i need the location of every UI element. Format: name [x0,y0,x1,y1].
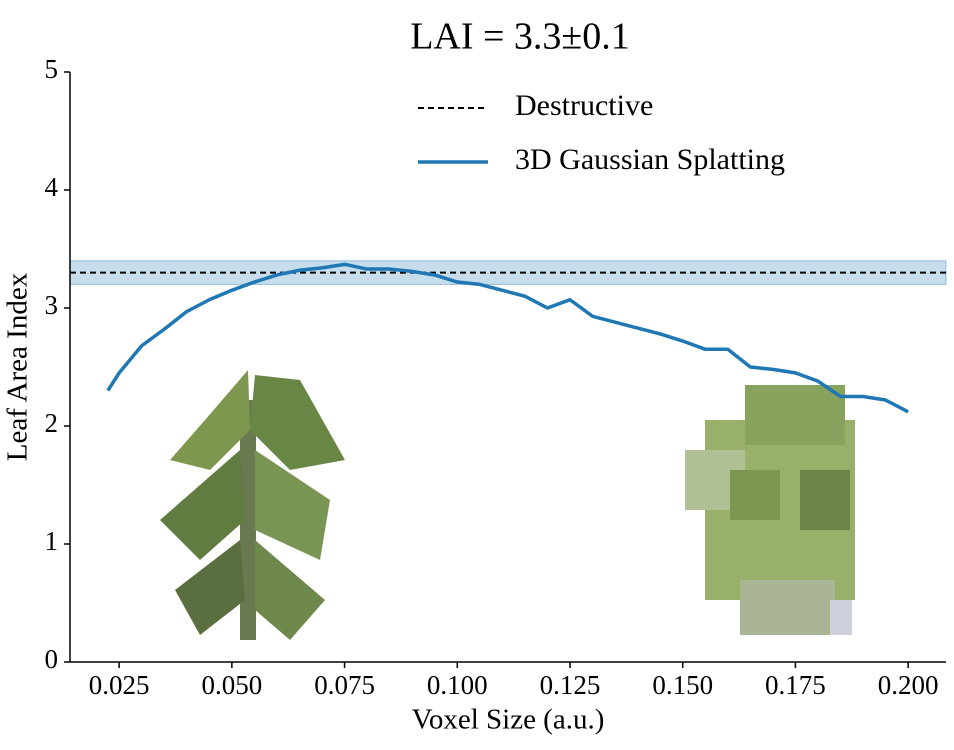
x-tick-label: 0.025 [89,670,150,700]
stem [240,400,256,640]
legend-label: Destructive [515,89,653,122]
y-axis-label: Leaf Area Index [2,272,34,461]
x-tick-label: 0.075 [314,670,375,700]
leaf [250,375,345,470]
legend-label: 3D Gaussian Splatting [515,143,785,176]
x-tick-label: 0.175 [765,670,826,700]
x-tick-label: 0.050 [201,670,262,700]
y-tick-label: 4 [45,172,59,202]
y-tick-label: 3 [45,290,59,320]
y-tick-label: 5 [45,54,59,84]
plant-images [160,370,855,640]
plant-left [160,370,345,640]
leaf [170,370,250,470]
x-axis-label: Voxel Size (a.u.) [412,704,605,736]
leaf [255,540,325,640]
leaf [255,450,330,560]
leaf [175,540,245,635]
y-tick-label: 2 [45,408,59,438]
y-tick-label: 1 [45,526,59,556]
voxel-block [730,470,780,520]
x-tick-label: 0.200 [878,670,939,700]
voxel-block [830,600,852,635]
x-tick-label: 0.125 [540,670,601,700]
data-line [106,262,909,414]
plant-right [685,385,855,635]
y-tick-label: 0 [45,644,59,674]
voxel-block [740,580,835,635]
chart-title: LAI = 3.3±0.1 [410,16,630,58]
x-tick-label: 0.150 [652,670,713,700]
voxel-block [800,470,850,530]
x-tick-label: 0.100 [427,670,488,700]
leaf [160,450,245,560]
voxel-block [745,385,845,445]
